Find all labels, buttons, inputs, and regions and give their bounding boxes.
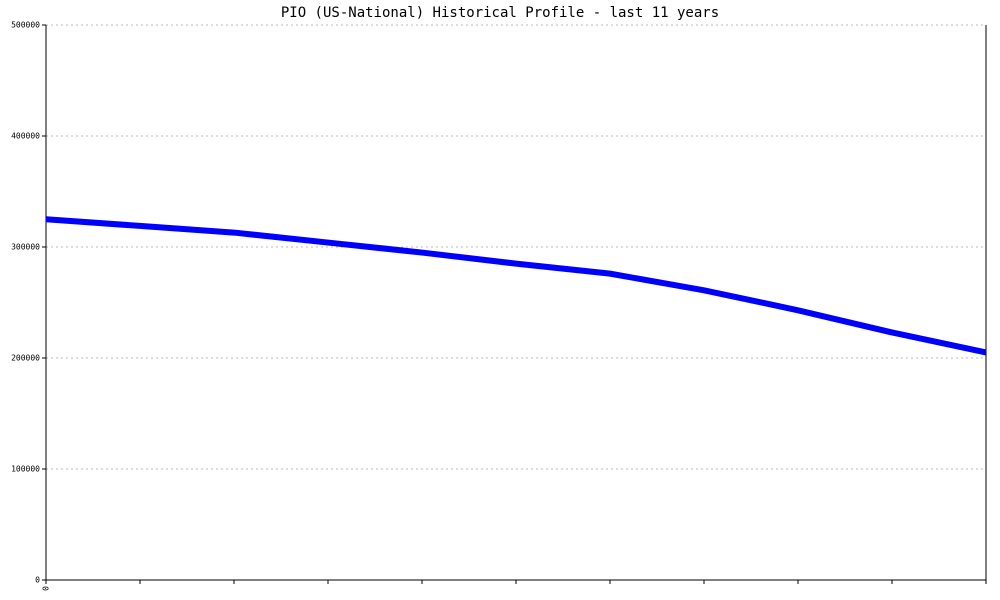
chart-title: PIO (US-National) Historical Profile - l… (281, 5, 719, 21)
y-tick-label: 500000 (11, 21, 40, 30)
y-tick-label: 200000 (11, 354, 40, 363)
x-tick-label: 0 (42, 586, 51, 591)
y-tick-label: 400000 (11, 132, 40, 141)
data-line (45, 216, 987, 356)
y-tick-label: 300000 (11, 243, 40, 252)
y-tick-label: 0 (35, 576, 40, 585)
y-tick-label: 100000 (11, 465, 40, 474)
